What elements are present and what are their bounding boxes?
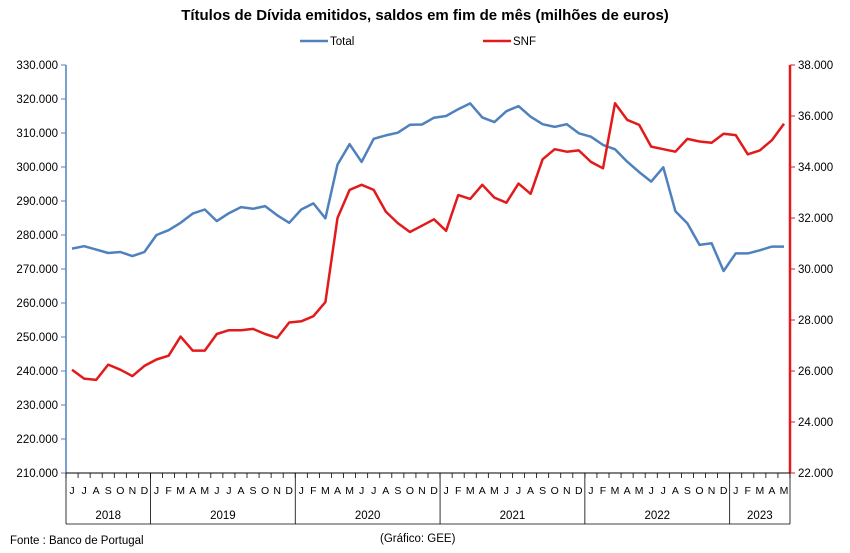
- x-tick-label: D: [141, 485, 149, 497]
- x-tick-label: J: [359, 485, 364, 497]
- x-tick-label: M: [490, 485, 499, 497]
- x-tick-label: N: [418, 485, 426, 497]
- y-right-tick-label: 34.000: [798, 162, 833, 174]
- chart-title: Títulos de Dívida emitidos, saldos em fi…: [181, 7, 669, 24]
- x-tick-label: M: [200, 485, 209, 497]
- y-right-tick-label: 32.000: [798, 213, 833, 225]
- x-tick-label: J: [649, 485, 654, 497]
- x-tick-label: A: [624, 485, 631, 497]
- y-right-tick-label: 24.000: [798, 417, 833, 429]
- x-tick-label: D: [430, 485, 438, 497]
- y-left-tick-label: 210.000: [16, 468, 58, 480]
- x-tick-label: O: [551, 485, 559, 497]
- y-right-tick-label: 30.000: [798, 264, 833, 276]
- legend-label: SNF: [513, 36, 536, 48]
- x-tick-label: D: [575, 485, 583, 497]
- legend-label: Total: [330, 36, 354, 48]
- x-tick-label: J: [69, 485, 74, 497]
- x-tick-label: J: [504, 485, 509, 497]
- x-tick-label: S: [394, 485, 401, 497]
- y-left-tick-label: 250.000: [16, 332, 58, 344]
- x-tick-label: J: [371, 485, 376, 497]
- credit-note: (Gráfico: GEE): [380, 533, 456, 545]
- series-line-total: [71, 102, 784, 273]
- x-tick-label: J: [154, 485, 159, 497]
- year-label: 2023: [747, 510, 773, 522]
- x-tick-label: J: [733, 485, 738, 497]
- x-tick-label: J: [226, 485, 231, 497]
- y-right-tick-label: 36.000: [798, 111, 833, 123]
- x-tick-label: A: [334, 485, 341, 497]
- x-tick-label: A: [527, 485, 534, 497]
- x-tick-label: A: [768, 485, 775, 497]
- x-tick-label: N: [273, 485, 281, 497]
- x-tick-label: F: [455, 485, 461, 497]
- y-left-tick-label: 290.000: [16, 196, 58, 208]
- y-right-tick-label: 28.000: [798, 315, 833, 327]
- x-tick-label: M: [466, 485, 475, 497]
- y-left-tick-label: 260.000: [16, 298, 58, 310]
- x-tick-label: M: [635, 485, 644, 497]
- source-note: Fonte : Banco de Portugal: [10, 535, 144, 547]
- x-tick-label: J: [588, 485, 593, 497]
- x-tick-label: M: [780, 485, 789, 497]
- x-tick-label: N: [129, 485, 137, 497]
- year-label: 2022: [644, 510, 670, 522]
- x-tick-label: J: [443, 485, 448, 497]
- x-tick-label: D: [720, 485, 728, 497]
- y-left-tick-label: 220.000: [16, 434, 58, 446]
- x-tick-label: S: [539, 485, 546, 497]
- x-tick-label: F: [310, 485, 316, 497]
- x-tick-label: A: [479, 485, 486, 497]
- x-tick-label: M: [755, 485, 764, 497]
- x-tick-label: J: [299, 485, 304, 497]
- x-tick-label: F: [165, 485, 171, 497]
- y-right-tick-label: 22.000: [798, 468, 833, 480]
- y-left-tick-label: 330.000: [16, 60, 58, 72]
- y-left-tick-label: 300.000: [16, 162, 58, 174]
- x-tick-label: J: [214, 485, 219, 497]
- year-label: 2020: [355, 510, 381, 522]
- x-tick-label: M: [176, 485, 185, 497]
- x-tick-label: A: [189, 485, 196, 497]
- x-tick-label: M: [611, 485, 620, 497]
- x-tick-label: N: [708, 485, 716, 497]
- series-line-snf: [71, 102, 786, 382]
- x-tick-label: F: [745, 485, 751, 497]
- x-tick-label: S: [105, 485, 112, 497]
- y-left-tick-label: 230.000: [16, 400, 58, 412]
- y-left-tick-label: 270.000: [16, 264, 58, 276]
- x-tick-label: O: [406, 485, 414, 497]
- y-left-tick-label: 240.000: [16, 366, 58, 378]
- x-tick-label: F: [600, 485, 606, 497]
- x-tick-label: S: [684, 485, 691, 497]
- y-right-tick-label: 38.000: [798, 60, 833, 72]
- year-label: 2019: [210, 510, 236, 522]
- x-tick-label: A: [93, 485, 100, 497]
- x-tick-label: M: [321, 485, 330, 497]
- x-tick-label: A: [382, 485, 389, 497]
- x-tick-label: O: [116, 485, 124, 497]
- y-right-tick-label: 26.000: [798, 366, 833, 378]
- x-tick-label: J: [516, 485, 521, 497]
- x-tick-label: S: [250, 485, 257, 497]
- x-tick-label: A: [672, 485, 679, 497]
- x-tick-label: N: [563, 485, 571, 497]
- x-tick-label: O: [261, 485, 269, 497]
- y-left-tick-label: 320.000: [16, 94, 58, 106]
- y-left-tick-label: 280.000: [16, 230, 58, 242]
- x-tick-label: D: [285, 485, 293, 497]
- x-tick-label: J: [661, 485, 666, 497]
- x-tick-label: A: [237, 485, 244, 497]
- year-label: 2018: [95, 510, 121, 522]
- y-left-tick-label: 310.000: [16, 128, 58, 140]
- x-tick-label: J: [81, 485, 86, 497]
- x-tick-label: M: [345, 485, 354, 497]
- x-tick-label: O: [695, 485, 703, 497]
- year-label: 2021: [500, 510, 526, 522]
